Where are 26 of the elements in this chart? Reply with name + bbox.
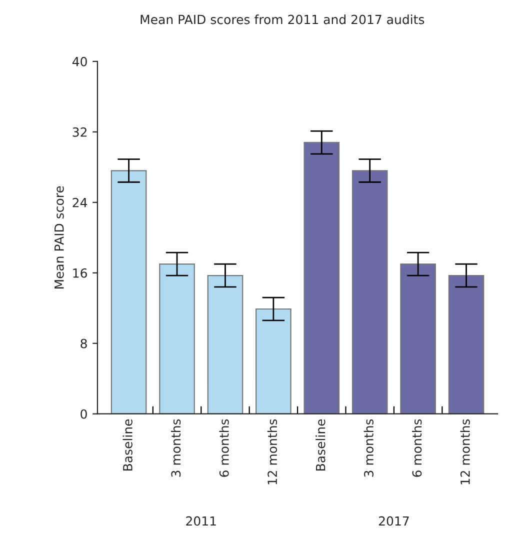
text: 2011 bbox=[186, 516, 216, 526]
x-tick-label: Baseline bbox=[316, 419, 326, 470]
y-tick-label: 16 bbox=[73, 268, 87, 278]
bar bbox=[448, 274, 484, 414]
x-tick-label: 12 months bbox=[460, 419, 470, 484]
bar bbox=[159, 264, 195, 414]
y-axis-title: Mean PAID score bbox=[54, 186, 64, 288]
bar bbox=[400, 264, 436, 414]
bar bbox=[304, 142, 340, 414]
chart-title: Mean PAID scores from 2011 and 2017 audits bbox=[140, 14, 424, 24]
x-tick-label: Baseline bbox=[122, 419, 132, 470]
x-tick-label: 3 months bbox=[364, 419, 374, 477]
y-tick-label: 40 bbox=[72, 56, 87, 66]
x-tick-label: 3 months bbox=[170, 419, 181, 477]
x-tick-label: 6 months bbox=[412, 419, 422, 477]
y-tick-label: 0 bbox=[80, 409, 87, 419]
bar bbox=[256, 308, 292, 414]
y-tick-label: 32 bbox=[72, 127, 86, 137]
bar bbox=[110, 170, 147, 414]
x-tick-label: 6 months bbox=[219, 419, 229, 477]
y-tick-label: 8 bbox=[80, 338, 87, 348]
x-tick-label: 12 months bbox=[267, 419, 278, 484]
y-tick-label: 24 bbox=[72, 198, 88, 208]
text: 2017 bbox=[378, 516, 409, 526]
bar bbox=[352, 170, 388, 414]
bar bbox=[207, 274, 244, 414]
